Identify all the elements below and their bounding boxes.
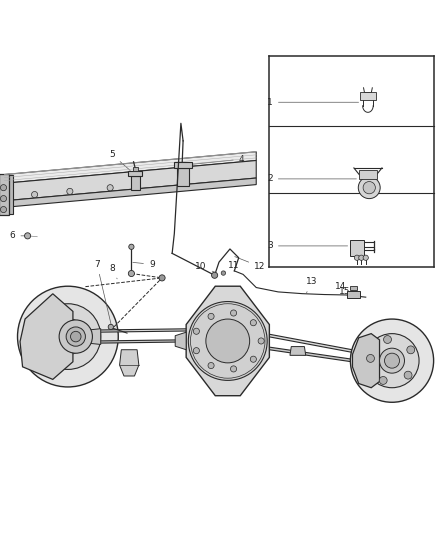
Bar [350, 286, 357, 290]
Text: 11: 11 [224, 261, 239, 272]
Bar [174, 163, 192, 168]
Polygon shape [290, 346, 306, 356]
Bar [347, 291, 360, 298]
Circle shape [379, 376, 387, 384]
Circle shape [206, 319, 250, 363]
Text: 6: 6 [10, 231, 25, 240]
Circle shape [188, 302, 267, 381]
Text: 5: 5 [110, 150, 130, 171]
Bar [177, 168, 189, 186]
Circle shape [107, 184, 113, 191]
Circle shape [50, 319, 86, 354]
Text: 14: 14 [335, 282, 353, 292]
Bar [0, 174, 9, 215]
Circle shape [35, 304, 101, 369]
Polygon shape [186, 286, 269, 395]
Circle shape [128, 270, 134, 277]
Polygon shape [4, 152, 256, 183]
Text: 3: 3 [267, 241, 348, 251]
Text: 4: 4 [188, 155, 244, 165]
Bar [360, 92, 376, 100]
Polygon shape [96, 329, 195, 332]
Circle shape [354, 255, 360, 260]
Bar [350, 240, 364, 255]
Circle shape [350, 319, 434, 402]
Circle shape [230, 366, 237, 372]
Circle shape [385, 353, 399, 368]
Circle shape [129, 244, 134, 249]
Circle shape [67, 188, 73, 195]
Circle shape [230, 310, 237, 316]
Circle shape [250, 320, 256, 326]
Text: 9: 9 [133, 260, 155, 269]
Text: 7: 7 [94, 260, 111, 324]
Text: 10: 10 [195, 262, 215, 272]
Circle shape [32, 191, 38, 198]
Polygon shape [20, 294, 73, 379]
Circle shape [71, 332, 81, 342]
Bar [131, 176, 140, 190]
Circle shape [407, 346, 415, 354]
Text: 15: 15 [339, 287, 357, 295]
Circle shape [212, 272, 218, 278]
Polygon shape [4, 160, 256, 201]
Circle shape [250, 356, 256, 362]
Text: 8: 8 [110, 264, 117, 279]
Polygon shape [263, 333, 359, 354]
Polygon shape [4, 178, 256, 207]
Polygon shape [263, 346, 359, 363]
Text: 1: 1 [267, 98, 359, 107]
Circle shape [0, 196, 7, 201]
Polygon shape [353, 334, 379, 387]
Polygon shape [76, 329, 101, 344]
Circle shape [363, 255, 368, 260]
Circle shape [193, 348, 199, 354]
Circle shape [367, 354, 374, 362]
Circle shape [379, 348, 405, 373]
Circle shape [108, 324, 113, 329]
Polygon shape [96, 340, 195, 343]
Polygon shape [120, 350, 139, 376]
Circle shape [193, 328, 199, 334]
Bar [128, 171, 142, 176]
Circle shape [66, 327, 85, 346]
Circle shape [221, 271, 226, 275]
Text: 12: 12 [235, 256, 265, 271]
Circle shape [384, 336, 392, 343]
Circle shape [404, 371, 412, 379]
Text: 2: 2 [267, 174, 357, 183]
Circle shape [358, 177, 380, 199]
Polygon shape [4, 174, 13, 214]
Circle shape [359, 255, 364, 260]
Circle shape [365, 334, 419, 387]
Polygon shape [175, 332, 186, 350]
Circle shape [208, 362, 214, 369]
Circle shape [0, 206, 7, 213]
Bar [359, 170, 377, 179]
Circle shape [25, 233, 31, 239]
Circle shape [159, 275, 165, 281]
Circle shape [363, 182, 375, 194]
Bar [133, 167, 138, 172]
Circle shape [258, 338, 264, 344]
Circle shape [59, 320, 92, 353]
Circle shape [208, 313, 214, 319]
Circle shape [18, 286, 118, 387]
Circle shape [0, 184, 7, 191]
Text: 13: 13 [306, 277, 317, 293]
